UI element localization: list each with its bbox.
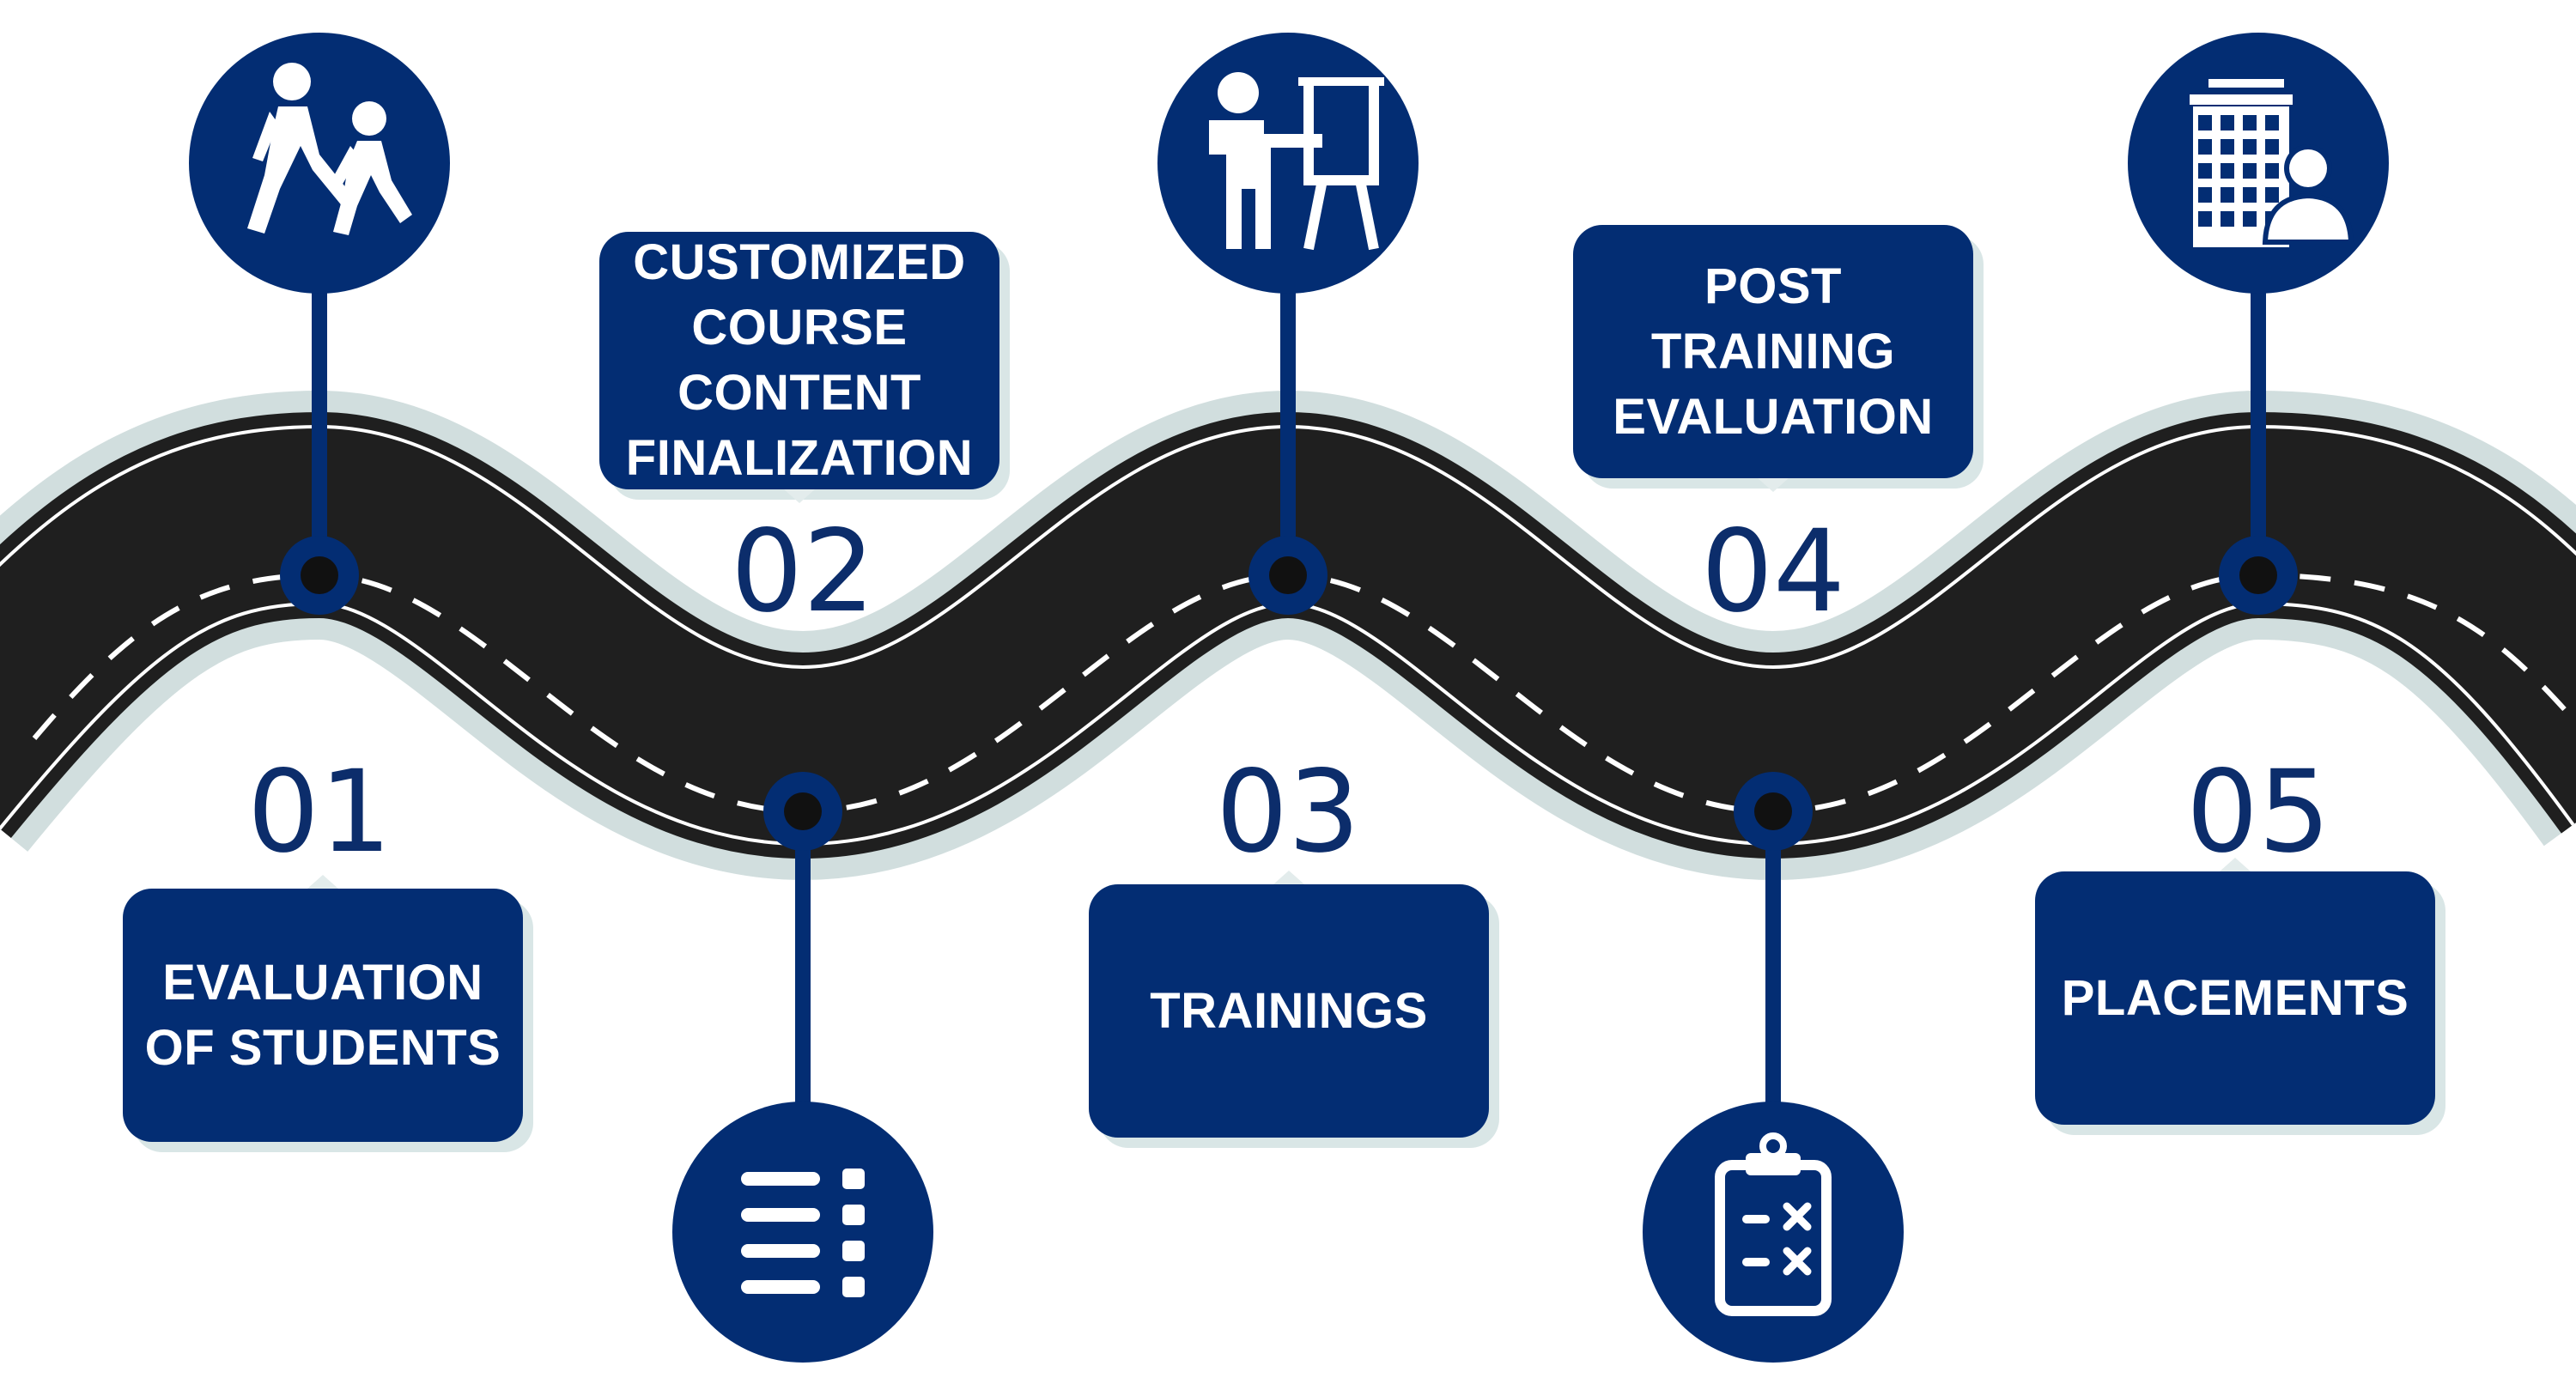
step-icon-circle (672, 1102, 933, 1363)
clipboard-icon (1715, 1132, 1832, 1316)
step-number: 02 (731, 506, 875, 638)
step-label-box: POST TRAINING EVALUATION (1573, 225, 1973, 492)
step-icon-circle (1643, 1102, 1904, 1363)
step-icon-circle (1157, 33, 1419, 294)
step-connector-stem (2251, 288, 2266, 575)
step-number: 03 (1216, 746, 1360, 878)
step-connector-stem (312, 288, 327, 575)
step-connector-stem (1280, 288, 1296, 575)
step-number: 01 (247, 746, 392, 878)
step-node-center (301, 556, 338, 594)
step-node-center (784, 792, 822, 830)
checklist-icon (741, 1169, 865, 1297)
step-label-box: TRAININGS (1089, 871, 1489, 1138)
step-node-center (2239, 556, 2277, 594)
step-number: 04 (1701, 506, 1845, 638)
step-node-center (1269, 556, 1307, 594)
step-label-box: PLACEMENTS (2035, 858, 2435, 1125)
step-connector-stem (1765, 811, 1781, 1107)
step-connector-stem (795, 811, 811, 1107)
step-label-box: EVALUATION OF STUDENTS (123, 875, 523, 1142)
step-label-box: CUSTOMIZED COURSE CONTENT FINALIZATION (599, 232, 999, 503)
walking-people-icon (247, 63, 412, 235)
office-building-person-icon (2190, 79, 2354, 247)
trainer-presentation-icon (1209, 72, 1384, 251)
step-number: 05 (2186, 746, 2330, 878)
step-node-center (1754, 792, 1792, 830)
